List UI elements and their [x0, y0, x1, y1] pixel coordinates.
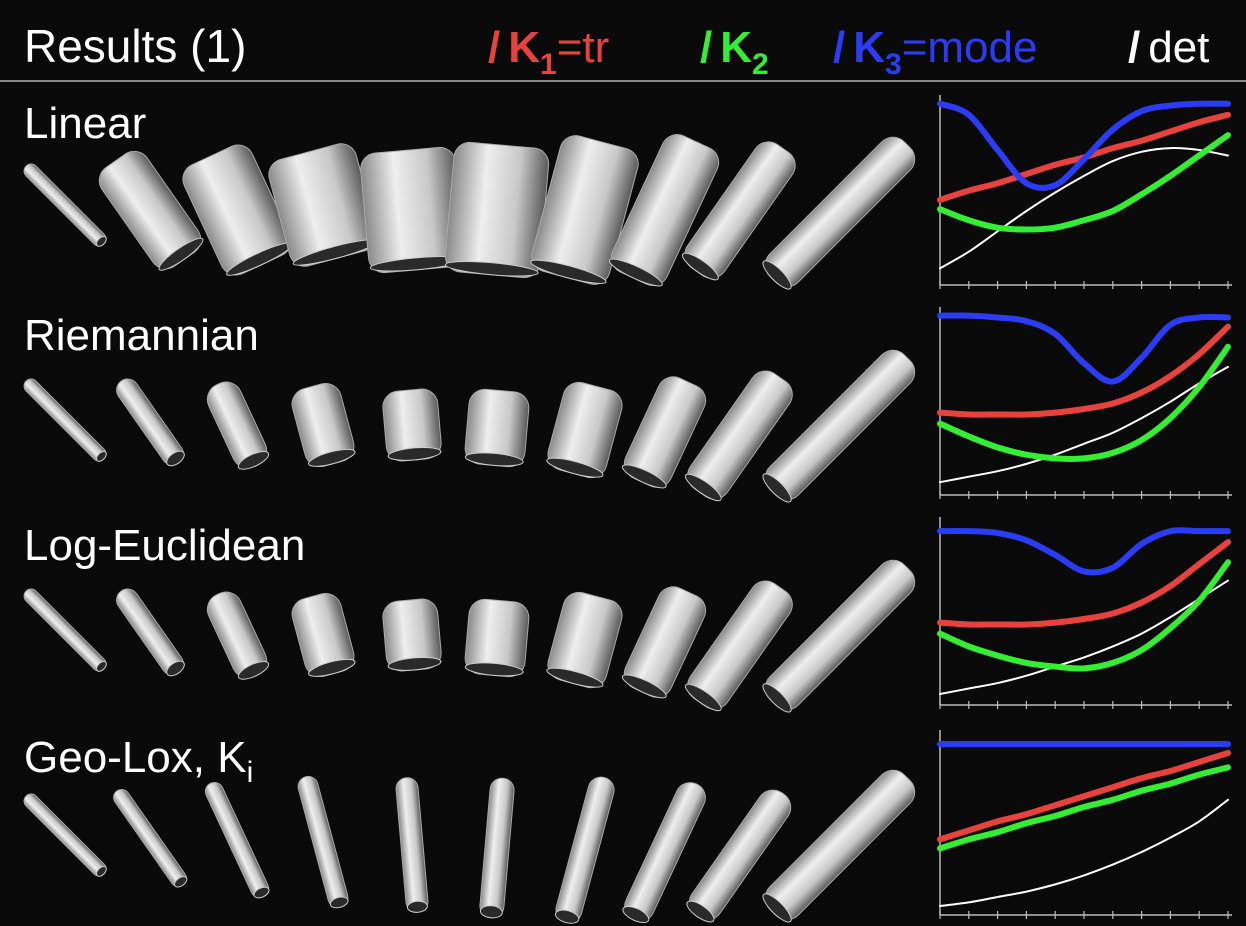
row-label: Riemannian: [24, 311, 259, 360]
legend-suffix: =mode: [902, 23, 1038, 72]
legend-slash: /: [488, 23, 500, 72]
tensor-glyph: [464, 598, 530, 678]
tensor-glyph: [382, 388, 443, 463]
legend-subscript: 1: [540, 48, 557, 81]
row-label-text: Riemannian: [24, 311, 259, 360]
row-label-text: Log-Euclidean: [24, 521, 305, 570]
legend-symbol: det: [1148, 23, 1209, 72]
legend-subscript: 3: [885, 48, 902, 81]
page: Results (1) /K1=tr/K2/K3=mode/det Linear…: [0, 0, 1246, 926]
background: [0, 0, 1246, 926]
tensor-glyph: [382, 598, 443, 673]
row-label: Log-Euclidean: [24, 521, 305, 570]
legend-symbol: K: [853, 23, 885, 72]
tensor-glyph: [464, 388, 530, 468]
row-label: Geo-Lox, Ki: [24, 733, 253, 789]
slide-title: Results (1): [24, 20, 246, 72]
legend-entry: /det: [1128, 23, 1209, 72]
row-label: Linear: [24, 99, 146, 148]
legend-suffix: =tr: [557, 23, 610, 72]
row-label-text: Linear: [24, 99, 146, 148]
row-label-text: Geo-Lox, K: [24, 733, 247, 782]
legend-symbol: K: [508, 23, 540, 72]
slide: Results (1) /K1=tr/K2/K3=mode/det Linear…: [0, 0, 1246, 926]
legend-slash: /: [700, 23, 712, 72]
legend-slash: /: [833, 23, 845, 72]
row-label-subscript: i: [247, 756, 254, 789]
legend-subscript: 2: [752, 48, 769, 81]
legend-symbol: K: [720, 23, 752, 72]
legend-slash: /: [1128, 23, 1140, 72]
